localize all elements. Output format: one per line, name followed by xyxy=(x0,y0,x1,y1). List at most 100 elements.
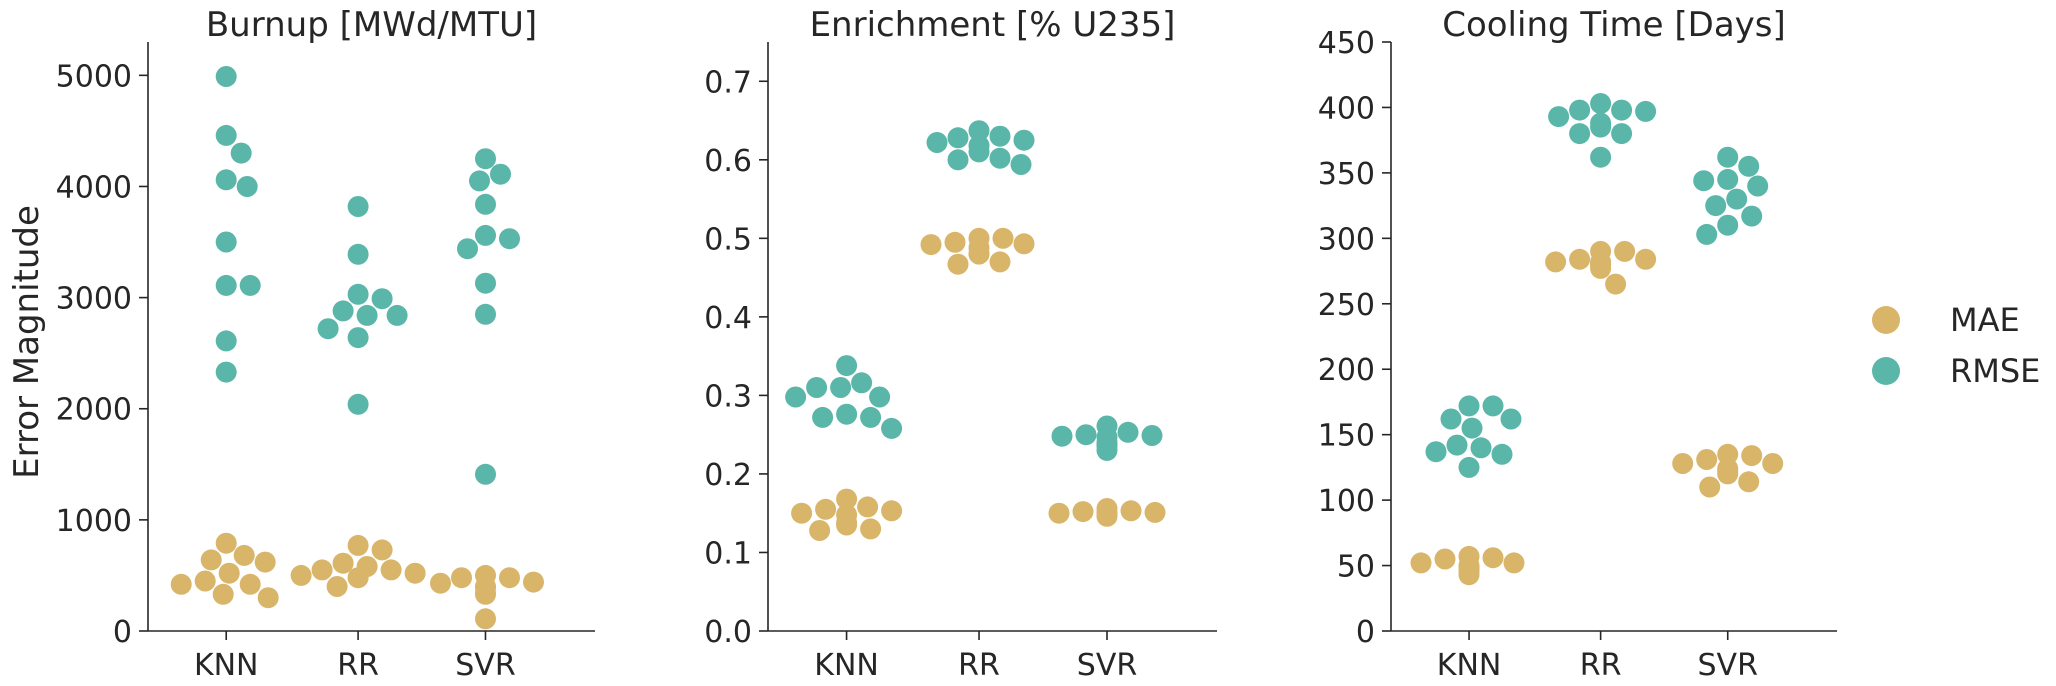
chart-panels: Burnup [MWd/MTU]010002000300040005000KNN… xyxy=(56,5,1837,683)
y-tick-label: 3000 xyxy=(56,282,132,317)
point-mae-svr xyxy=(430,572,451,594)
point-rmse-svr xyxy=(475,303,496,325)
point-mae-knn xyxy=(233,544,255,566)
point-mae-svr xyxy=(1672,453,1694,474)
point-rmse-svr xyxy=(1051,425,1073,447)
point-mae-rr xyxy=(1013,233,1035,255)
point-mae-rr xyxy=(1614,240,1636,262)
point-rmse-rr xyxy=(968,135,990,157)
x-tick-label-svr: SVR xyxy=(455,648,515,683)
x-tick-label-rr: RR xyxy=(958,648,1000,683)
point-mae-rr xyxy=(380,559,402,581)
y-tick-label: 0.2 xyxy=(704,458,752,493)
point-mae-knn xyxy=(836,514,858,536)
point-mae-knn xyxy=(881,500,903,522)
point-mae-rr xyxy=(371,539,393,561)
y-tick-label: 50 xyxy=(1337,550,1375,585)
point-rmse-rr xyxy=(347,393,369,415)
point-rmse-rr xyxy=(989,125,1011,147)
point-rmse-knn xyxy=(812,406,834,428)
point-mae-rr xyxy=(947,253,969,275)
point-mae-knn xyxy=(860,518,882,540)
point-mae-svr xyxy=(1717,460,1739,482)
point-rmse-rr xyxy=(347,283,369,305)
point-mae-svr xyxy=(1144,501,1166,523)
panel-title: Burnup [MWd/MTU] xyxy=(206,5,537,45)
point-rmse-knn xyxy=(830,377,852,398)
point-rmse-knn xyxy=(1500,408,1522,430)
point-mae-rr xyxy=(332,552,354,574)
point-rmse-svr xyxy=(1117,421,1139,443)
point-rmse-knn xyxy=(1446,434,1468,456)
point-mae-knn xyxy=(200,549,222,571)
series-mae xyxy=(170,532,544,630)
point-mae-knn xyxy=(218,562,240,584)
point-mae-svr xyxy=(499,567,520,589)
point-rmse-rr xyxy=(1590,93,1612,114)
point-rmse-rr xyxy=(1010,154,1032,175)
point-rmse-rr xyxy=(371,288,393,310)
point-rmse-rr xyxy=(1569,99,1591,121)
point-rmse-svr xyxy=(1696,223,1718,245)
y-tick-label: 2000 xyxy=(56,393,132,428)
point-rmse-rr xyxy=(1611,123,1633,145)
x-tick-label-svr: SVR xyxy=(1077,648,1137,683)
y-tick-label: 0.3 xyxy=(704,379,752,414)
point-mae-knn xyxy=(836,488,858,510)
point-mae-svr xyxy=(523,571,544,593)
series-mae xyxy=(1410,240,1784,586)
point-rmse-svr xyxy=(475,272,496,294)
point-rmse-knn xyxy=(215,169,237,191)
y-tick-label: 0.0 xyxy=(704,615,752,650)
point-rmse-svr xyxy=(1741,205,1763,227)
point-rmse-rr xyxy=(332,300,354,322)
point-rmse-rr xyxy=(1013,129,1035,151)
point-mae-knn xyxy=(215,532,237,554)
legend-label-mae: MAE xyxy=(1950,301,2020,339)
point-mae-rr xyxy=(356,556,378,577)
point-mae-svr xyxy=(1096,498,1118,519)
x-tick-label-knn: KNN xyxy=(814,648,879,683)
point-mae-knn xyxy=(194,570,216,592)
point-rmse-rr xyxy=(356,304,378,326)
point-rmse-svr xyxy=(475,148,496,170)
point-mae-svr xyxy=(1120,500,1142,522)
point-rmse-rr xyxy=(1569,123,1591,145)
point-rmse-knn xyxy=(215,66,237,87)
point-mae-rr xyxy=(992,227,1014,249)
y-tick-label: 300 xyxy=(1318,222,1375,257)
y-tick-label: 0.1 xyxy=(704,536,752,571)
point-mae-rr xyxy=(1569,248,1591,270)
point-rmse-knn xyxy=(215,361,237,383)
point-mae-knn xyxy=(212,583,234,605)
point-rmse-svr xyxy=(1717,168,1739,190)
point-rmse-knn xyxy=(836,403,858,425)
point-mae-knn xyxy=(1458,555,1480,577)
point-mae-svr xyxy=(1699,476,1721,498)
point-mae-svr xyxy=(475,577,496,599)
x-tick-label-knn: KNN xyxy=(194,648,259,683)
point-rmse-svr xyxy=(475,224,496,246)
point-rmse-knn xyxy=(236,176,258,197)
series-mae xyxy=(791,227,1166,541)
point-rmse-knn xyxy=(230,142,252,164)
point-rmse-knn xyxy=(215,330,237,352)
point-rmse-knn xyxy=(1470,437,1492,459)
y-tick-label: 0.4 xyxy=(704,301,752,336)
y-tick-label: 0 xyxy=(113,615,132,650)
legend-marker-mae xyxy=(1872,306,1900,334)
point-rmse-rr xyxy=(347,196,369,217)
point-mae-rr xyxy=(1545,251,1567,273)
series-rmse xyxy=(785,120,1163,461)
point-rmse-knn xyxy=(215,274,237,296)
point-rmse-svr xyxy=(490,163,511,185)
point-mae-knn xyxy=(791,502,813,524)
point-rmse-knn xyxy=(785,386,807,408)
panel-burnup-mwd-mtu: Burnup [MWd/MTU] 0 1000 2000 3000 4000 5000 KNN… xyxy=(56,5,595,683)
point-rmse-knn xyxy=(239,274,261,296)
point-mae-knn xyxy=(239,573,261,595)
y-tick-label: 150 xyxy=(1318,419,1375,454)
point-mae-svr xyxy=(451,567,472,589)
point-rmse-rr xyxy=(968,120,990,142)
